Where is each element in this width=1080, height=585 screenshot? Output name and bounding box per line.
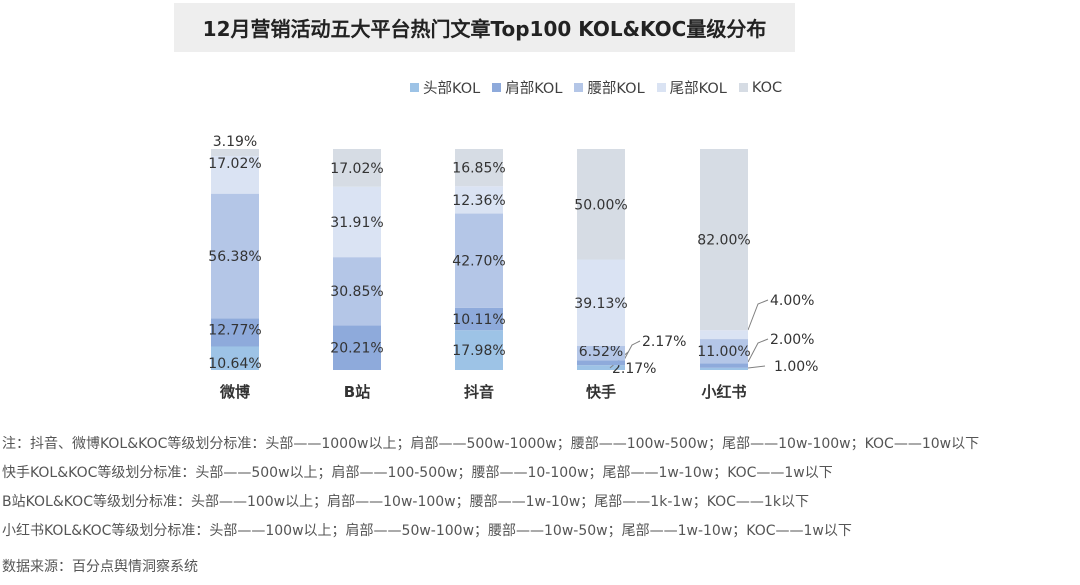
data-label: 6.52% <box>579 344 623 360</box>
bar-segment <box>211 149 259 157</box>
bar-segment <box>211 156 259 194</box>
data-label: 20.21% <box>330 341 383 357</box>
data-label: 12.36% <box>452 193 505 209</box>
data-label: 2.17% <box>642 334 686 350</box>
chart-legend: 头部KOL 肩部KOL 腰部KOL 尾部KOL KOC <box>410 77 782 98</box>
legend-item-tail: 尾部KOL <box>656 77 727 98</box>
data-label: 31.91% <box>330 215 383 231</box>
bar-segment <box>211 318 259 347</box>
data-label: 17.02% <box>208 156 261 172</box>
chart-title-box: 12月营销活动五大平台热门文章Top100 KOL&KOC量级分布 <box>174 3 795 52</box>
bar-segment <box>211 193 259 319</box>
data-source: 数据来源：百分点舆情洞察系统 <box>2 559 198 575</box>
legend-item-head: 头部KOL <box>410 77 480 98</box>
bar-segment <box>577 259 625 346</box>
bar-segment <box>577 149 625 260</box>
leader-line <box>747 299 769 331</box>
data-label: 3.19% <box>213 134 257 150</box>
data-label: 10.11% <box>452 312 505 328</box>
legend-swatch <box>492 83 502 92</box>
bar-segment <box>333 149 381 187</box>
footnote-bilibili: B站KOL&KOC等级划分标准：头部——100w以上；肩部——10w-100w；… <box>2 494 809 510</box>
data-label: 30.85% <box>330 284 383 300</box>
data-label: 1.00% <box>774 359 818 375</box>
legend-swatch <box>656 83 666 92</box>
bar-segment <box>333 325 381 370</box>
category-label: 小红书 <box>701 383 746 401</box>
data-label: 4.00% <box>770 293 814 309</box>
chart-title: 12月营销活动五大平台热门文章Top100 KOL&KOC量级分布 <box>202 17 767 41</box>
category-label: 快手 <box>586 383 616 401</box>
footnote-xiaohongshu: 小红书KOL&KOC等级划分标准：头部——100w以上；肩部——50w-100w… <box>2 523 852 539</box>
data-label: 17.98% <box>452 343 505 359</box>
data-label: 50.00% <box>574 197 627 213</box>
legend-swatch <box>738 83 748 92</box>
legend-swatch <box>410 83 419 92</box>
legend-label: KOC <box>751 79 783 96</box>
leader-line <box>747 338 769 363</box>
bar-segment <box>455 330 503 370</box>
bar-segment <box>333 257 381 326</box>
legend-swatch <box>574 83 584 92</box>
stacked-bar-chart: 10.64% 12.77% 56.38% 17.02% 3.19% 微博 20.21% 30.… <box>208 134 818 401</box>
category-label: 抖音 <box>464 383 494 401</box>
footnote-douyin-weibo: 注：抖音、微博KOL&KOC等级划分标准：头部——1000w以上；肩部——500… <box>2 436 980 452</box>
bar-segment <box>700 367 748 370</box>
legend-item-waist: 腰部KOL <box>574 77 645 98</box>
data-label: 56.38% <box>208 249 261 265</box>
bar-segment <box>577 365 625 370</box>
bar-segment <box>700 330 748 340</box>
bar-segment <box>455 186 503 214</box>
data-label: 2.00% <box>770 332 814 348</box>
footnote-kuaishou: 快手KOL&KOC等级划分标准：头部——500w以上；肩部——100-500w；… <box>2 465 833 481</box>
bar-segment <box>455 213 503 308</box>
bar-segment <box>333 186 381 258</box>
data-label: 12.77% <box>208 322 261 338</box>
leader-line <box>623 340 641 361</box>
legend-label: 肩部KOL <box>505 81 563 97</box>
data-label: 42.70% <box>452 254 505 270</box>
legend-label: 头部KOL <box>423 81 481 97</box>
legend-label: 腰部KOL <box>587 81 645 97</box>
bar-segment <box>577 360 625 366</box>
legend-item-koc: KOC <box>738 79 783 96</box>
data-label: 39.13% <box>574 296 627 312</box>
data-label: 17.02% <box>330 161 383 177</box>
data-label: 82.00% <box>697 233 750 249</box>
bar-segment <box>577 345 625 361</box>
data-label: 10.64% <box>208 356 261 372</box>
data-label: 16.85% <box>452 161 505 177</box>
legend-label: 尾部KOL <box>669 81 727 97</box>
bar-segment <box>700 363 748 368</box>
bar-segment <box>455 149 503 187</box>
bar-segment <box>700 339 748 364</box>
data-label: 11.00% <box>697 344 750 360</box>
category-label: B站 <box>344 383 370 401</box>
legend-item-shoulder: 肩部KOL <box>492 77 562 98</box>
bar-segment <box>211 346 259 370</box>
bar-segment <box>700 149 748 331</box>
category-label: 微博 <box>219 383 250 401</box>
bar-segment <box>455 307 503 331</box>
leader-line <box>747 365 766 369</box>
